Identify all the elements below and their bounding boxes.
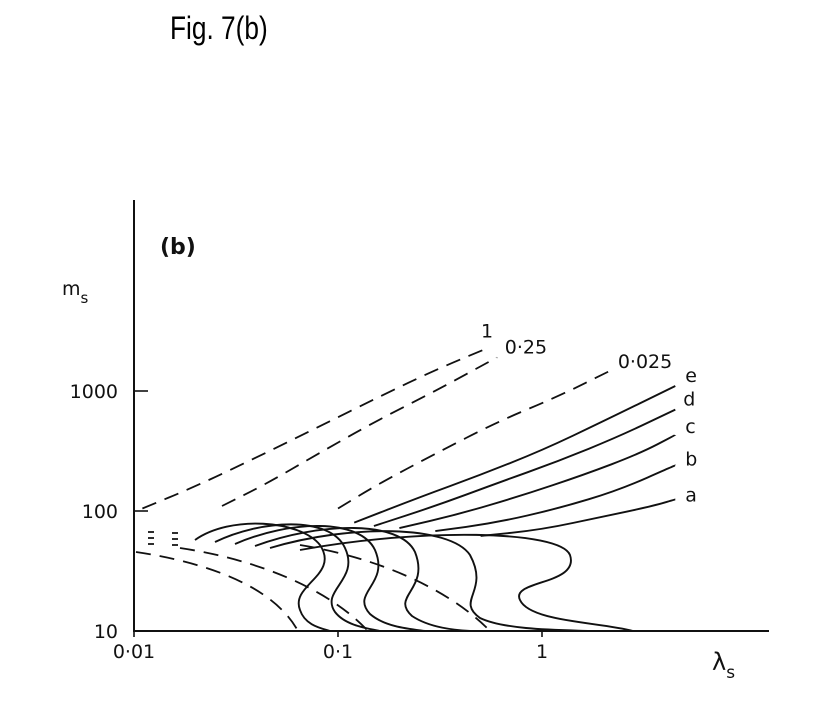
series-group (142, 346, 677, 537)
series-line-e (353, 385, 676, 524)
x-axis-label-sub: s (726, 663, 735, 683)
y-tick-label: 1000 (70, 381, 118, 403)
series-line-a (480, 498, 676, 537)
series-line-0·25 (221, 356, 498, 507)
series-line-c (399, 434, 677, 530)
wavy-curve-c (234, 525, 426, 632)
x-tick-label: 0·1 (323, 641, 353, 663)
x-tick-label: 0·01 (113, 641, 155, 663)
x-tick-label: 1 (536, 641, 548, 663)
series-label-e: e (685, 365, 697, 387)
figure-caption: Fig. 7(b) (170, 10, 268, 46)
series-label-d: d (683, 389, 695, 411)
series-label-c: c (685, 416, 695, 438)
y-tick-label: 100 (82, 501, 118, 523)
wavy-curve-e (269, 530, 591, 632)
panel-label: (b) (160, 235, 196, 260)
left-dash-marks (148, 531, 158, 545)
lower-dashed-curve-2 (179, 547, 369, 632)
ticks-group: 0·01 0·1 1 10 100 1000 (70, 381, 548, 663)
oscillation-cluster (135, 522, 634, 632)
series-line-0·025 (337, 369, 613, 510)
y-axis-label-sub: s (81, 289, 89, 307)
y-axis-label: ms (62, 278, 89, 307)
wavy-curve-b (214, 523, 381, 632)
y-tick-label: 10 (94, 621, 118, 643)
y-axis-label-main: m (62, 278, 81, 300)
series-line-b (435, 464, 677, 533)
lower-dashed-curve-1 (135, 551, 299, 632)
series-label-0·025: 0·025 (618, 351, 672, 373)
series-label-b: b (685, 448, 697, 470)
series-line-d (373, 408, 676, 527)
series-label-0·25: 0·25 (505, 337, 547, 359)
series-label-a: a (685, 484, 697, 506)
axes (133, 200, 769, 632)
x-axis-label-main: λ (712, 648, 726, 676)
wavy-curve-f (299, 533, 634, 632)
wavy-curve-a (194, 522, 331, 632)
x-axis-label: λs (712, 648, 735, 683)
series-line-1 (142, 346, 490, 510)
lower-dashed-curve-3 (299, 544, 491, 632)
wavy-curve-d (254, 527, 471, 632)
series-label-1: 1 (481, 321, 493, 343)
left-dash-marks-2 (172, 532, 182, 546)
